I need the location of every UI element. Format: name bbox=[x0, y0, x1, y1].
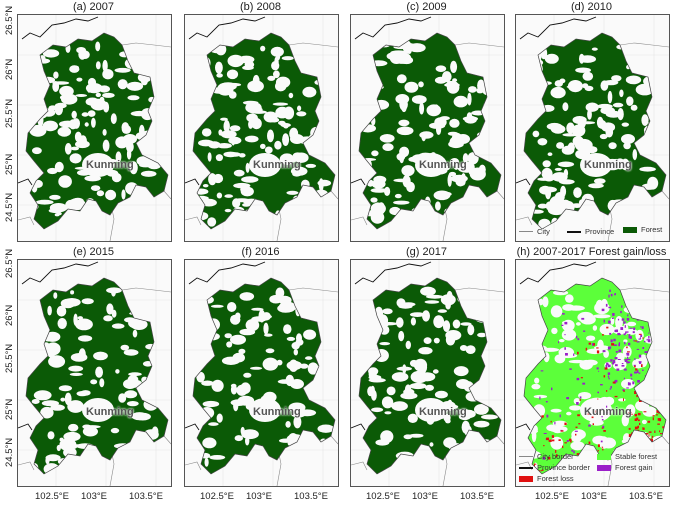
province-line-swatch bbox=[567, 230, 581, 233]
forest-gain-swatch bbox=[597, 464, 611, 471]
x-tick-label: 102.5°E bbox=[366, 491, 400, 502]
x-tick-label: 103.5°E bbox=[629, 491, 663, 502]
city-line-swatch bbox=[519, 231, 533, 232]
forest-map bbox=[351, 260, 504, 486]
forest-map bbox=[351, 15, 504, 241]
x-tick-label: 103°E bbox=[246, 491, 272, 502]
city-label-kunming: Kunming bbox=[584, 406, 632, 418]
city-label-kunming: Kunming bbox=[86, 159, 134, 171]
forest-map bbox=[516, 260, 669, 486]
forest-map bbox=[185, 260, 338, 486]
forest-map bbox=[516, 15, 669, 241]
panel-title: (h) 2007-2017 Forest gain/loss bbox=[516, 246, 667, 258]
y-tick-label: 24.5°N bbox=[4, 192, 15, 222]
x-tick-label: 103°E bbox=[81, 491, 107, 502]
y-tick-label: 24.5°N bbox=[4, 437, 15, 467]
forest-map bbox=[18, 260, 171, 486]
city-label-kunming: Kunming bbox=[584, 159, 632, 171]
y-tick-label: 26°N bbox=[4, 58, 15, 80]
y-tick-label: 25°N bbox=[4, 153, 15, 175]
map-panel: Kunming bbox=[17, 259, 172, 487]
panel-title: (c) 2009 bbox=[406, 1, 447, 13]
forest-swatch bbox=[623, 226, 637, 233]
legend-forest-loss-label: Forest loss bbox=[537, 474, 574, 483]
stable-forest-swatch bbox=[597, 453, 611, 460]
city-label-kunming: Kunming bbox=[86, 406, 134, 418]
legend-forest-label: Forest bbox=[641, 225, 663, 234]
map-panel: Kunming bbox=[515, 14, 670, 242]
map-panel: Kunming bbox=[17, 14, 172, 242]
x-tick-label: 103.5°E bbox=[129, 491, 163, 502]
y-tick-label: 26.5°N bbox=[4, 248, 15, 278]
city-border-swatch bbox=[519, 456, 533, 457]
legend-forest: City Province Forest bbox=[515, 222, 669, 240]
map-panel: Kunming bbox=[350, 14, 505, 242]
forest-loss-swatch bbox=[519, 475, 533, 482]
legend-change: City border Province border Forest loss … bbox=[515, 450, 669, 486]
map-panel: Kunming bbox=[184, 259, 339, 487]
x-tick-label: 102.5°E bbox=[535, 491, 569, 502]
legend-stable-forest-label: Stable forest bbox=[615, 452, 658, 461]
panel-title: (g) 2017 bbox=[406, 246, 447, 258]
forest-map bbox=[185, 15, 338, 241]
panel-title: (d) 2010 bbox=[571, 1, 612, 13]
y-tick-label: 25°N bbox=[4, 398, 15, 420]
x-tick-label: 103°E bbox=[412, 491, 438, 502]
city-label-kunming: Kunming bbox=[253, 406, 301, 418]
legend-province-label: Province bbox=[585, 227, 615, 236]
y-tick-label: 25.5°N bbox=[4, 98, 15, 128]
legend-province-border-label: Province border bbox=[537, 463, 590, 472]
legend-city-label: City bbox=[537, 227, 550, 236]
map-panel: Kunming bbox=[350, 259, 505, 487]
city-label-kunming: Kunming bbox=[419, 406, 467, 418]
map-panel: Kunming bbox=[515, 259, 670, 487]
x-tick-label: 102.5°E bbox=[200, 491, 234, 502]
x-tick-label: 103.5°E bbox=[460, 491, 494, 502]
province-border-swatch bbox=[519, 466, 533, 469]
panel-title: (e) 2015 bbox=[73, 246, 114, 258]
x-tick-label: 103°E bbox=[581, 491, 607, 502]
city-label-kunming: Kunming bbox=[419, 159, 467, 171]
y-tick-label: 26°N bbox=[4, 304, 15, 326]
y-tick-label: 25.5°N bbox=[4, 343, 15, 373]
legend-forest-gain-label: Forest gain bbox=[615, 463, 653, 472]
y-tick-label: 26.5°N bbox=[4, 5, 15, 35]
city-label-kunming: Kunming bbox=[253, 159, 301, 171]
x-tick-label: 102.5°E bbox=[35, 491, 69, 502]
panel-title: (f) 2016 bbox=[241, 246, 280, 258]
map-panel: Kunming bbox=[184, 14, 339, 242]
legend-city-border-label: City border bbox=[537, 452, 574, 461]
panel-title: (a) 2007 bbox=[73, 1, 114, 13]
panel-title: (b) 2008 bbox=[240, 1, 281, 13]
forest-map bbox=[18, 15, 171, 241]
x-tick-label: 103.5°E bbox=[294, 491, 328, 502]
